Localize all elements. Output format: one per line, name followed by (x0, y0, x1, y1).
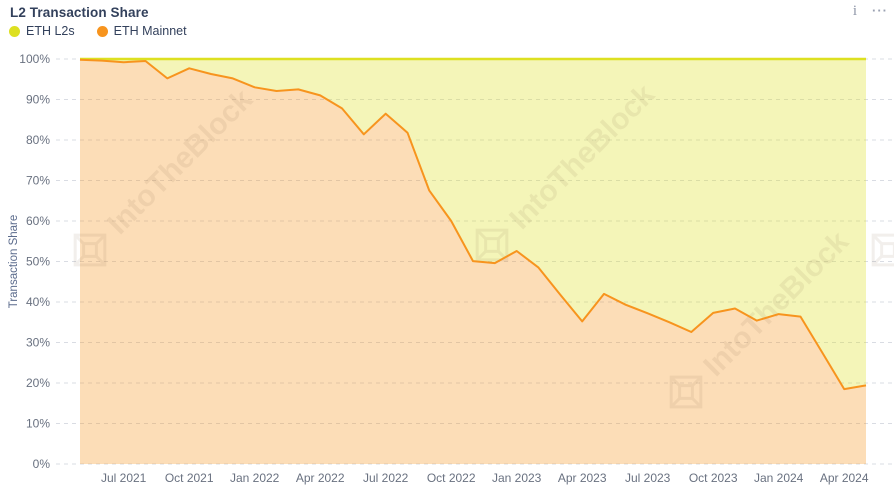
x-tick-label: Apr 2022 (296, 471, 345, 485)
ellipsis-menu-icon[interactable]: ··· (872, 3, 888, 18)
legend: ETH L2s ETH Mainnet (9, 24, 187, 38)
intotheblock-watermark: IntoTheBlock (871, 233, 894, 267)
eth-l2s-dot-icon (9, 25, 20, 37)
x-tick-label: Jan 2022 (230, 471, 280, 485)
header-actions: i ··· (850, 2, 888, 20)
x-tick-label: Apr 2024 (820, 471, 869, 485)
y-tick-label: 30% (26, 336, 50, 350)
y-tick-label: 40% (26, 295, 50, 309)
legend-item-eth-l2s[interactable]: ETH L2s (9, 24, 75, 38)
y-axis-title: Transaction Share (8, 215, 20, 309)
x-tick-label: Oct 2023 (689, 471, 738, 485)
line-eth-mainnet (79, 58, 867, 391)
x-tick-label: Jul 2022 (363, 471, 409, 485)
legend-label-eth-l2s: ETH L2s (26, 24, 75, 38)
x-tick-label: Jul 2023 (625, 471, 671, 485)
y-tick-label: 0% (33, 457, 51, 471)
y-tick-label: 50% (26, 255, 50, 269)
x-tick-label: Jan 2024 (754, 471, 804, 485)
legend-label-eth-mainnet: ETH Mainnet (113, 24, 187, 38)
y-tick-label: 10% (26, 417, 50, 431)
x-tick-label: Jan 2023 (492, 471, 542, 485)
area-eth-l2s (80, 59, 866, 390)
y-tick-label: 80% (26, 133, 50, 147)
x-tick-label: Oct 2021 (165, 471, 214, 485)
y-tick-label: 90% (26, 93, 50, 107)
legend-item-eth-mainnet[interactable]: ETH Mainnet (96, 24, 187, 38)
info-icon[interactable]: i (852, 3, 857, 19)
y-tick-label: 60% (26, 214, 50, 228)
x-tick-label: Jul 2021 (101, 471, 147, 485)
y-tick-label: 100% (19, 52, 50, 66)
eth-mainnet-dot-icon (96, 25, 108, 37)
y-tick-label: 20% (26, 376, 50, 390)
x-tick-label: Apr 2023 (558, 471, 607, 485)
page-title: L2 Transaction Share (10, 5, 149, 20)
x-tick-label: Oct 2022 (427, 471, 476, 485)
card-header: L2 Transaction Share i ··· (0, 0, 894, 22)
y-tick-label: 70% (26, 174, 50, 188)
